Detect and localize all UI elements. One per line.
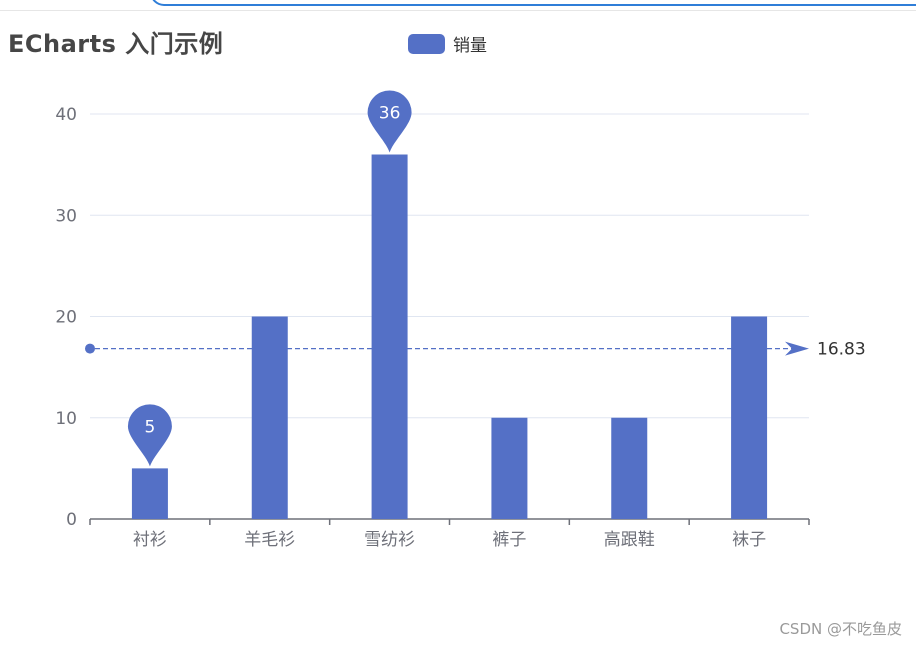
mark-point-label: 36 [379, 104, 401, 124]
x-tick-label: 高跟鞋 [604, 530, 655, 550]
x-tick-label: 袜子 [732, 530, 766, 550]
x-tick-label: 裤子 [492, 530, 526, 550]
x-tick-label: 衬衫 [133, 530, 167, 550]
mark-point-pin [367, 90, 412, 153]
y-tick-label: 30 [55, 206, 77, 226]
bar[interactable] [131, 468, 168, 519]
bar[interactable] [611, 417, 648, 519]
bar[interactable] [731, 316, 768, 520]
mark-line-arrow [785, 341, 809, 356]
x-tick-label: 羊毛衫 [244, 530, 295, 550]
legend-label: 销量 [453, 36, 487, 56]
legend-swatch [408, 33, 445, 54]
mark-point-label: 5 [145, 417, 156, 437]
x-tick-label: 雪纺衫 [364, 530, 415, 550]
chart-title: ECharts 入门示例 [8, 30, 224, 58]
top-divider [0, 10, 916, 11]
y-tick-label: 0 [66, 510, 77, 530]
legend[interactable]: 销量 [408, 31, 487, 56]
y-tick-label: 10 [55, 409, 77, 429]
bar[interactable] [251, 316, 288, 520]
y-tick-label: 20 [55, 308, 77, 328]
watermark: CSDN @不吃鱼皮 [779, 620, 902, 638]
y-tick-label: 40 [55, 105, 77, 125]
bar[interactable] [371, 154, 408, 520]
mark-point-pin [127, 404, 172, 467]
bar[interactable] [491, 417, 528, 519]
mark-line-start-dot [85, 343, 95, 354]
mark-line-label: 16.83 [817, 340, 866, 360]
